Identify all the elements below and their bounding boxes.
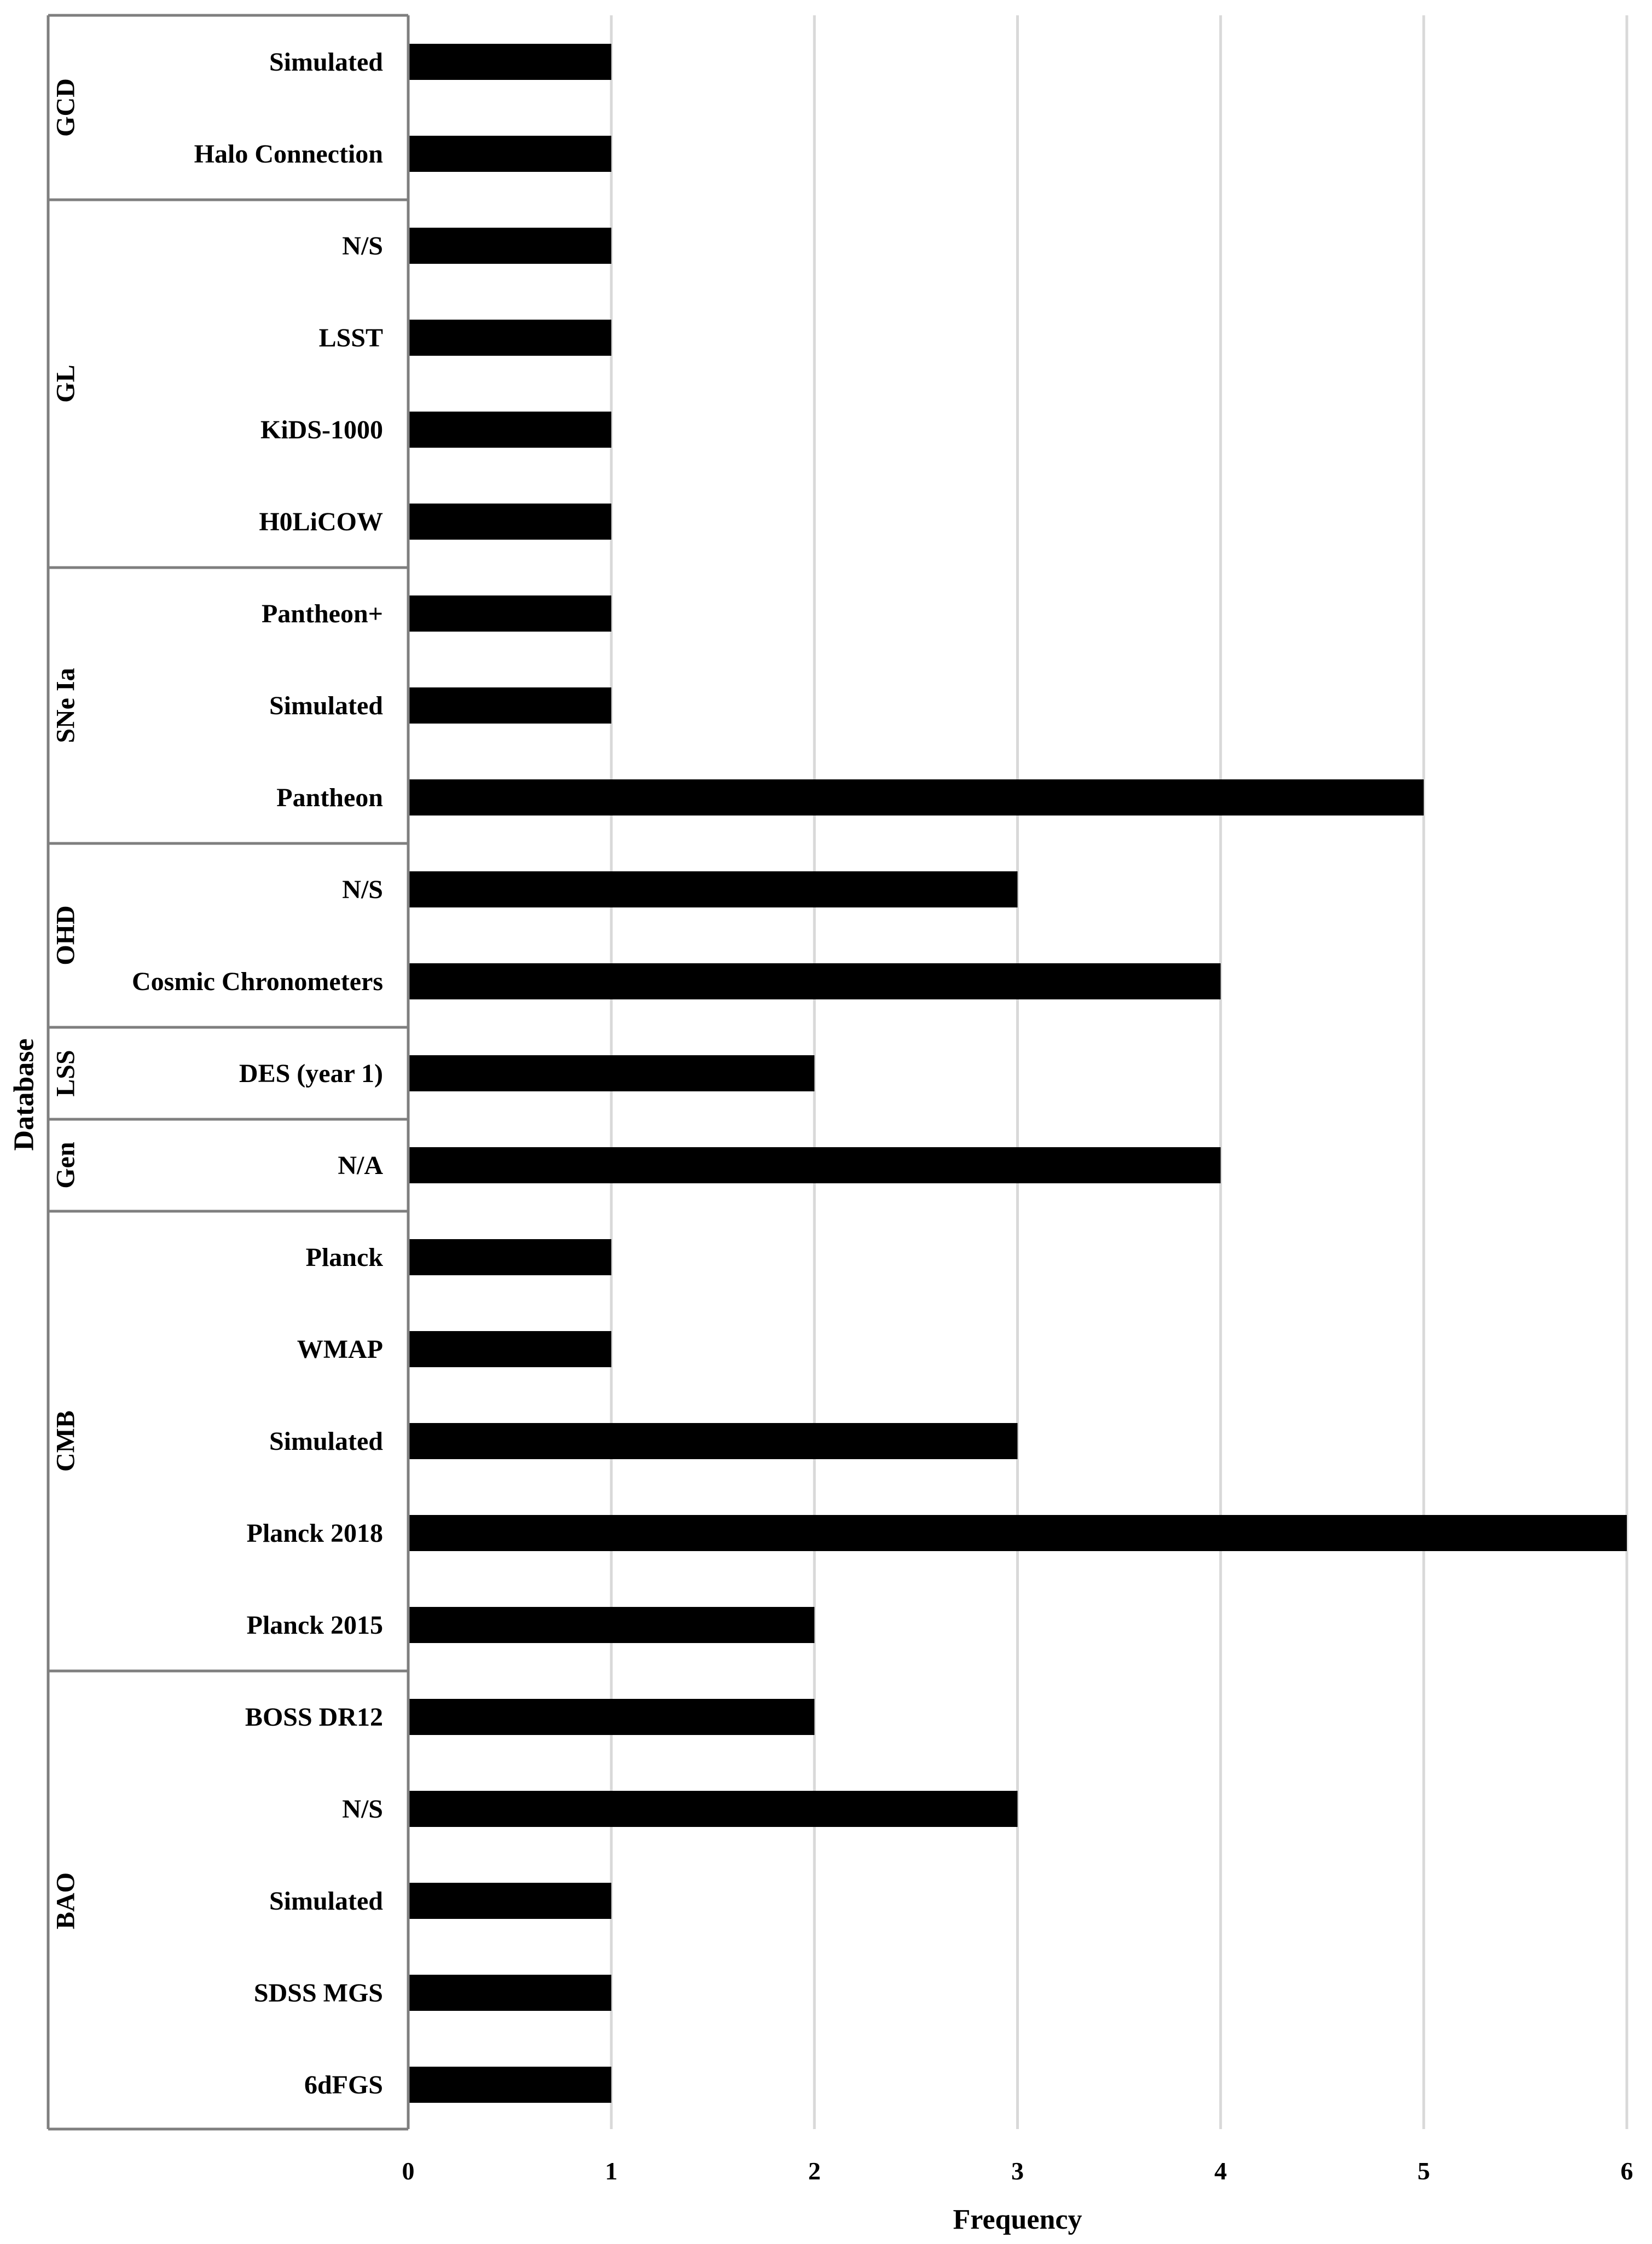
group-labels: GCD GL SNe Ia OHD LSS Gen CMB BAO bbox=[51, 78, 80, 1929]
category-label: Planck 2018 bbox=[247, 1519, 383, 1548]
group-label: GL bbox=[51, 365, 80, 402]
category-label: KiDS-1000 bbox=[260, 415, 383, 444]
bar bbox=[408, 1331, 612, 1367]
group-label: BAO bbox=[51, 1872, 80, 1929]
category-label: Simulated bbox=[269, 1427, 383, 1456]
gridlines bbox=[610, 15, 1628, 2129]
bar bbox=[408, 2067, 612, 2103]
category-labels: Simulated Halo Connection N/S LSST KiDS-1000… bbox=[132, 48, 383, 2100]
bar bbox=[408, 1607, 815, 1643]
bar bbox=[408, 44, 612, 80]
group-label: CMB bbox=[51, 1410, 80, 1472]
category-label: H0LiCOW bbox=[259, 507, 383, 536]
group-label: LSS bbox=[51, 1050, 80, 1096]
x-tick-labels: 0 1 2 3 4 5 6 bbox=[402, 2157, 1633, 2185]
category-label: DES (year 1) bbox=[239, 1059, 383, 1088]
category-label: 6dFGS bbox=[304, 2071, 383, 2100]
x-axis-title: Frequency bbox=[953, 2204, 1082, 2235]
category-label: BOSS DR12 bbox=[245, 1703, 383, 1732]
category-label: SDSS MGS bbox=[254, 1979, 383, 2008]
category-label: N/S bbox=[342, 875, 383, 904]
category-label: Halo Connection bbox=[194, 140, 383, 169]
bars bbox=[408, 44, 1627, 2103]
category-label: Pantheon bbox=[276, 783, 383, 812]
bar bbox=[408, 871, 1018, 907]
bar bbox=[408, 1147, 1221, 1183]
bar bbox=[408, 1515, 1627, 1551]
category-label: N/S bbox=[342, 1795, 383, 1824]
bar bbox=[408, 1975, 612, 2011]
group-label: SNe Ia bbox=[51, 668, 80, 743]
group-label: Gen bbox=[51, 1142, 80, 1188]
axes bbox=[47, 14, 410, 2131]
category-label: Planck bbox=[306, 1243, 384, 1272]
x-tick-label: 1 bbox=[605, 2157, 618, 2185]
category-label: Simulated bbox=[269, 691, 383, 720]
y-axis-title: Database bbox=[9, 1038, 40, 1150]
bar bbox=[408, 228, 612, 264]
bar bbox=[408, 412, 612, 448]
category-label: Simulated bbox=[269, 48, 383, 77]
bar bbox=[408, 1791, 1018, 1827]
bar bbox=[408, 963, 1221, 999]
bar bbox=[408, 320, 612, 356]
bar bbox=[408, 779, 1424, 816]
bar bbox=[408, 1883, 612, 1919]
bar bbox=[408, 1239, 612, 1275]
category-label: LSST bbox=[319, 323, 383, 352]
category-label: N/A bbox=[338, 1151, 383, 1180]
bar bbox=[408, 1699, 815, 1735]
category-label: N/S bbox=[342, 232, 383, 261]
x-tick-label: 4 bbox=[1214, 2157, 1227, 2185]
x-tick-label: 0 bbox=[402, 2157, 415, 2185]
category-label: Simulated bbox=[269, 1887, 383, 1916]
bar bbox=[408, 1423, 1018, 1459]
group-label: GCD bbox=[51, 78, 80, 137]
x-tick-label: 5 bbox=[1417, 2157, 1430, 2185]
x-tick-label: 2 bbox=[808, 2157, 821, 2185]
category-label: Cosmic Chronometers bbox=[132, 967, 383, 996]
bar bbox=[408, 595, 612, 632]
group-label: OHD bbox=[51, 905, 80, 965]
bar bbox=[408, 687, 612, 724]
bar bbox=[408, 504, 612, 540]
category-label: WMAP bbox=[297, 1335, 383, 1364]
x-tick-label: 6 bbox=[1621, 2157, 1633, 2185]
x-tick-label: 3 bbox=[1011, 2157, 1024, 2185]
category-label: Pantheon+ bbox=[262, 599, 383, 628]
category-label: Planck 2015 bbox=[247, 1611, 383, 1640]
bar bbox=[408, 1055, 815, 1091]
bar bbox=[408, 136, 612, 172]
